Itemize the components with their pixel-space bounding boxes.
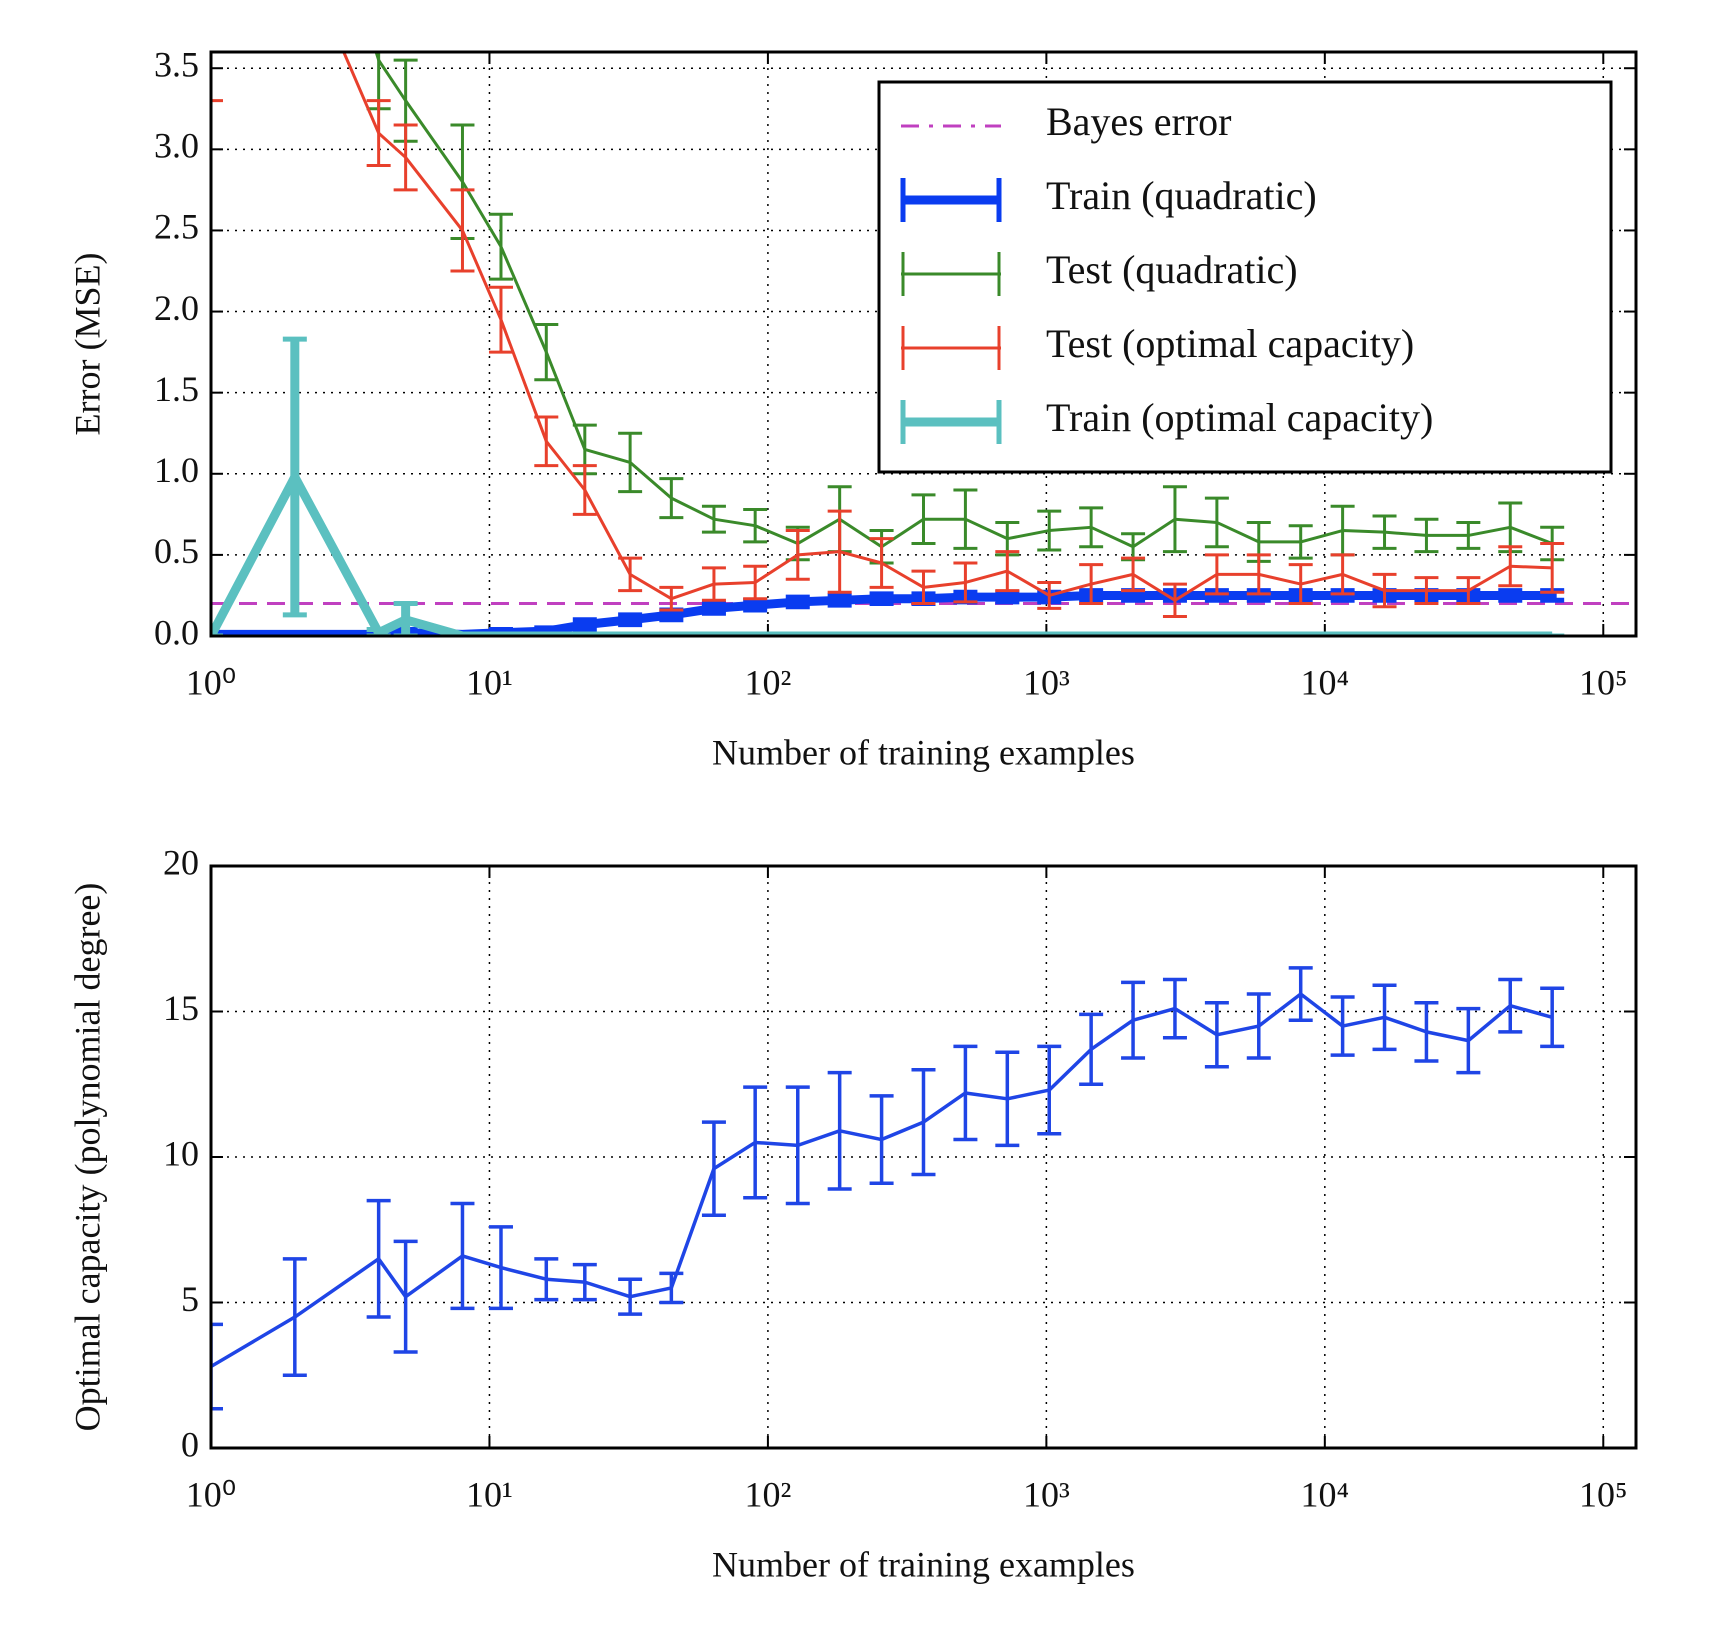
y-axis-label: Optimal capacity (polynomial degree) <box>67 883 107 1432</box>
y-tick-label: 1.0 <box>154 450 199 490</box>
y-tick-label: 2.0 <box>154 288 199 328</box>
x-tick-label: 10⁵ <box>1579 1474 1628 1514</box>
y-tick-label: 0.5 <box>154 531 199 571</box>
error-bar <box>283 0 307 20</box>
x-tick-label: 10¹ <box>466 662 513 702</box>
error-bar <box>1540 542 1565 594</box>
y-tick-label: 0 <box>181 1424 199 1464</box>
legend-label: Test (quadratic) <box>1046 247 1298 292</box>
x-tick-label: 10⁴ <box>1301 1474 1350 1514</box>
y-tick-label: 15 <box>163 988 199 1028</box>
x-tick-label: 10⁰ <box>186 662 236 702</box>
line <box>342 52 1553 602</box>
legend: Bayes error Train (quadratic) Test (quadra… <box>877 80 1613 474</box>
legend-label: Bayes error <box>1046 99 1231 144</box>
y-axis-label: Error (MSE) <box>67 253 107 436</box>
plot-area <box>211 0 1636 636</box>
line <box>211 992 1553 1369</box>
y-tick-label: 3.0 <box>154 126 199 166</box>
y-tick-label: 2.5 <box>154 207 199 247</box>
x-tick-label: 10² <box>745 1474 792 1514</box>
x-tick-label: 10³ <box>1023 662 1070 702</box>
axes-frame <box>209 864 1638 1450</box>
x-tick-label: 10¹ <box>466 1474 513 1514</box>
x-axis-label: Number of training examples <box>712 1544 1135 1584</box>
x-axis-label: Number of training examples <box>712 732 1135 772</box>
y-tick-label: 3.5 <box>154 44 199 84</box>
legend-label: Train (quadratic) <box>1046 173 1317 218</box>
x-tick-label: 10⁴ <box>1301 662 1350 702</box>
chart: 10⁰ 10¹ 10² 10³ 10⁴ 10⁵ 0.0 0.5 1.0 1.5 2.0 2.5 3.0 3… <box>67 0 1638 772</box>
plot-area <box>211 966 1565 1411</box>
x-tick-label: 10⁰ <box>186 1474 236 1514</box>
legend-label: Train (optimal capacity) <box>1046 395 1433 440</box>
legend-label: Test (optimal capacity) <box>1046 321 1414 366</box>
error-bar <box>211 1322 223 1411</box>
y-tick-label: 20 <box>163 842 199 882</box>
y-tick-label: 5 <box>181 1279 199 1319</box>
line <box>374 52 1553 549</box>
axes-frame <box>209 50 1638 638</box>
y-tick-label: 1.5 <box>154 369 199 409</box>
x-tick-label: 10³ <box>1023 1474 1070 1514</box>
y-tick-label: 10 <box>163 1133 199 1173</box>
x-tick-label: 10² <box>745 662 792 702</box>
chart: 10⁰ 10¹ 10² 10³ 10⁴ 10⁵ 0 5 10 15 20 Number of trai… <box>67 842 1638 1584</box>
y-tick-label: 0.0 <box>154 612 199 652</box>
x-tick-label: 10⁵ <box>1579 662 1628 702</box>
error-bar <box>211 52 223 103</box>
